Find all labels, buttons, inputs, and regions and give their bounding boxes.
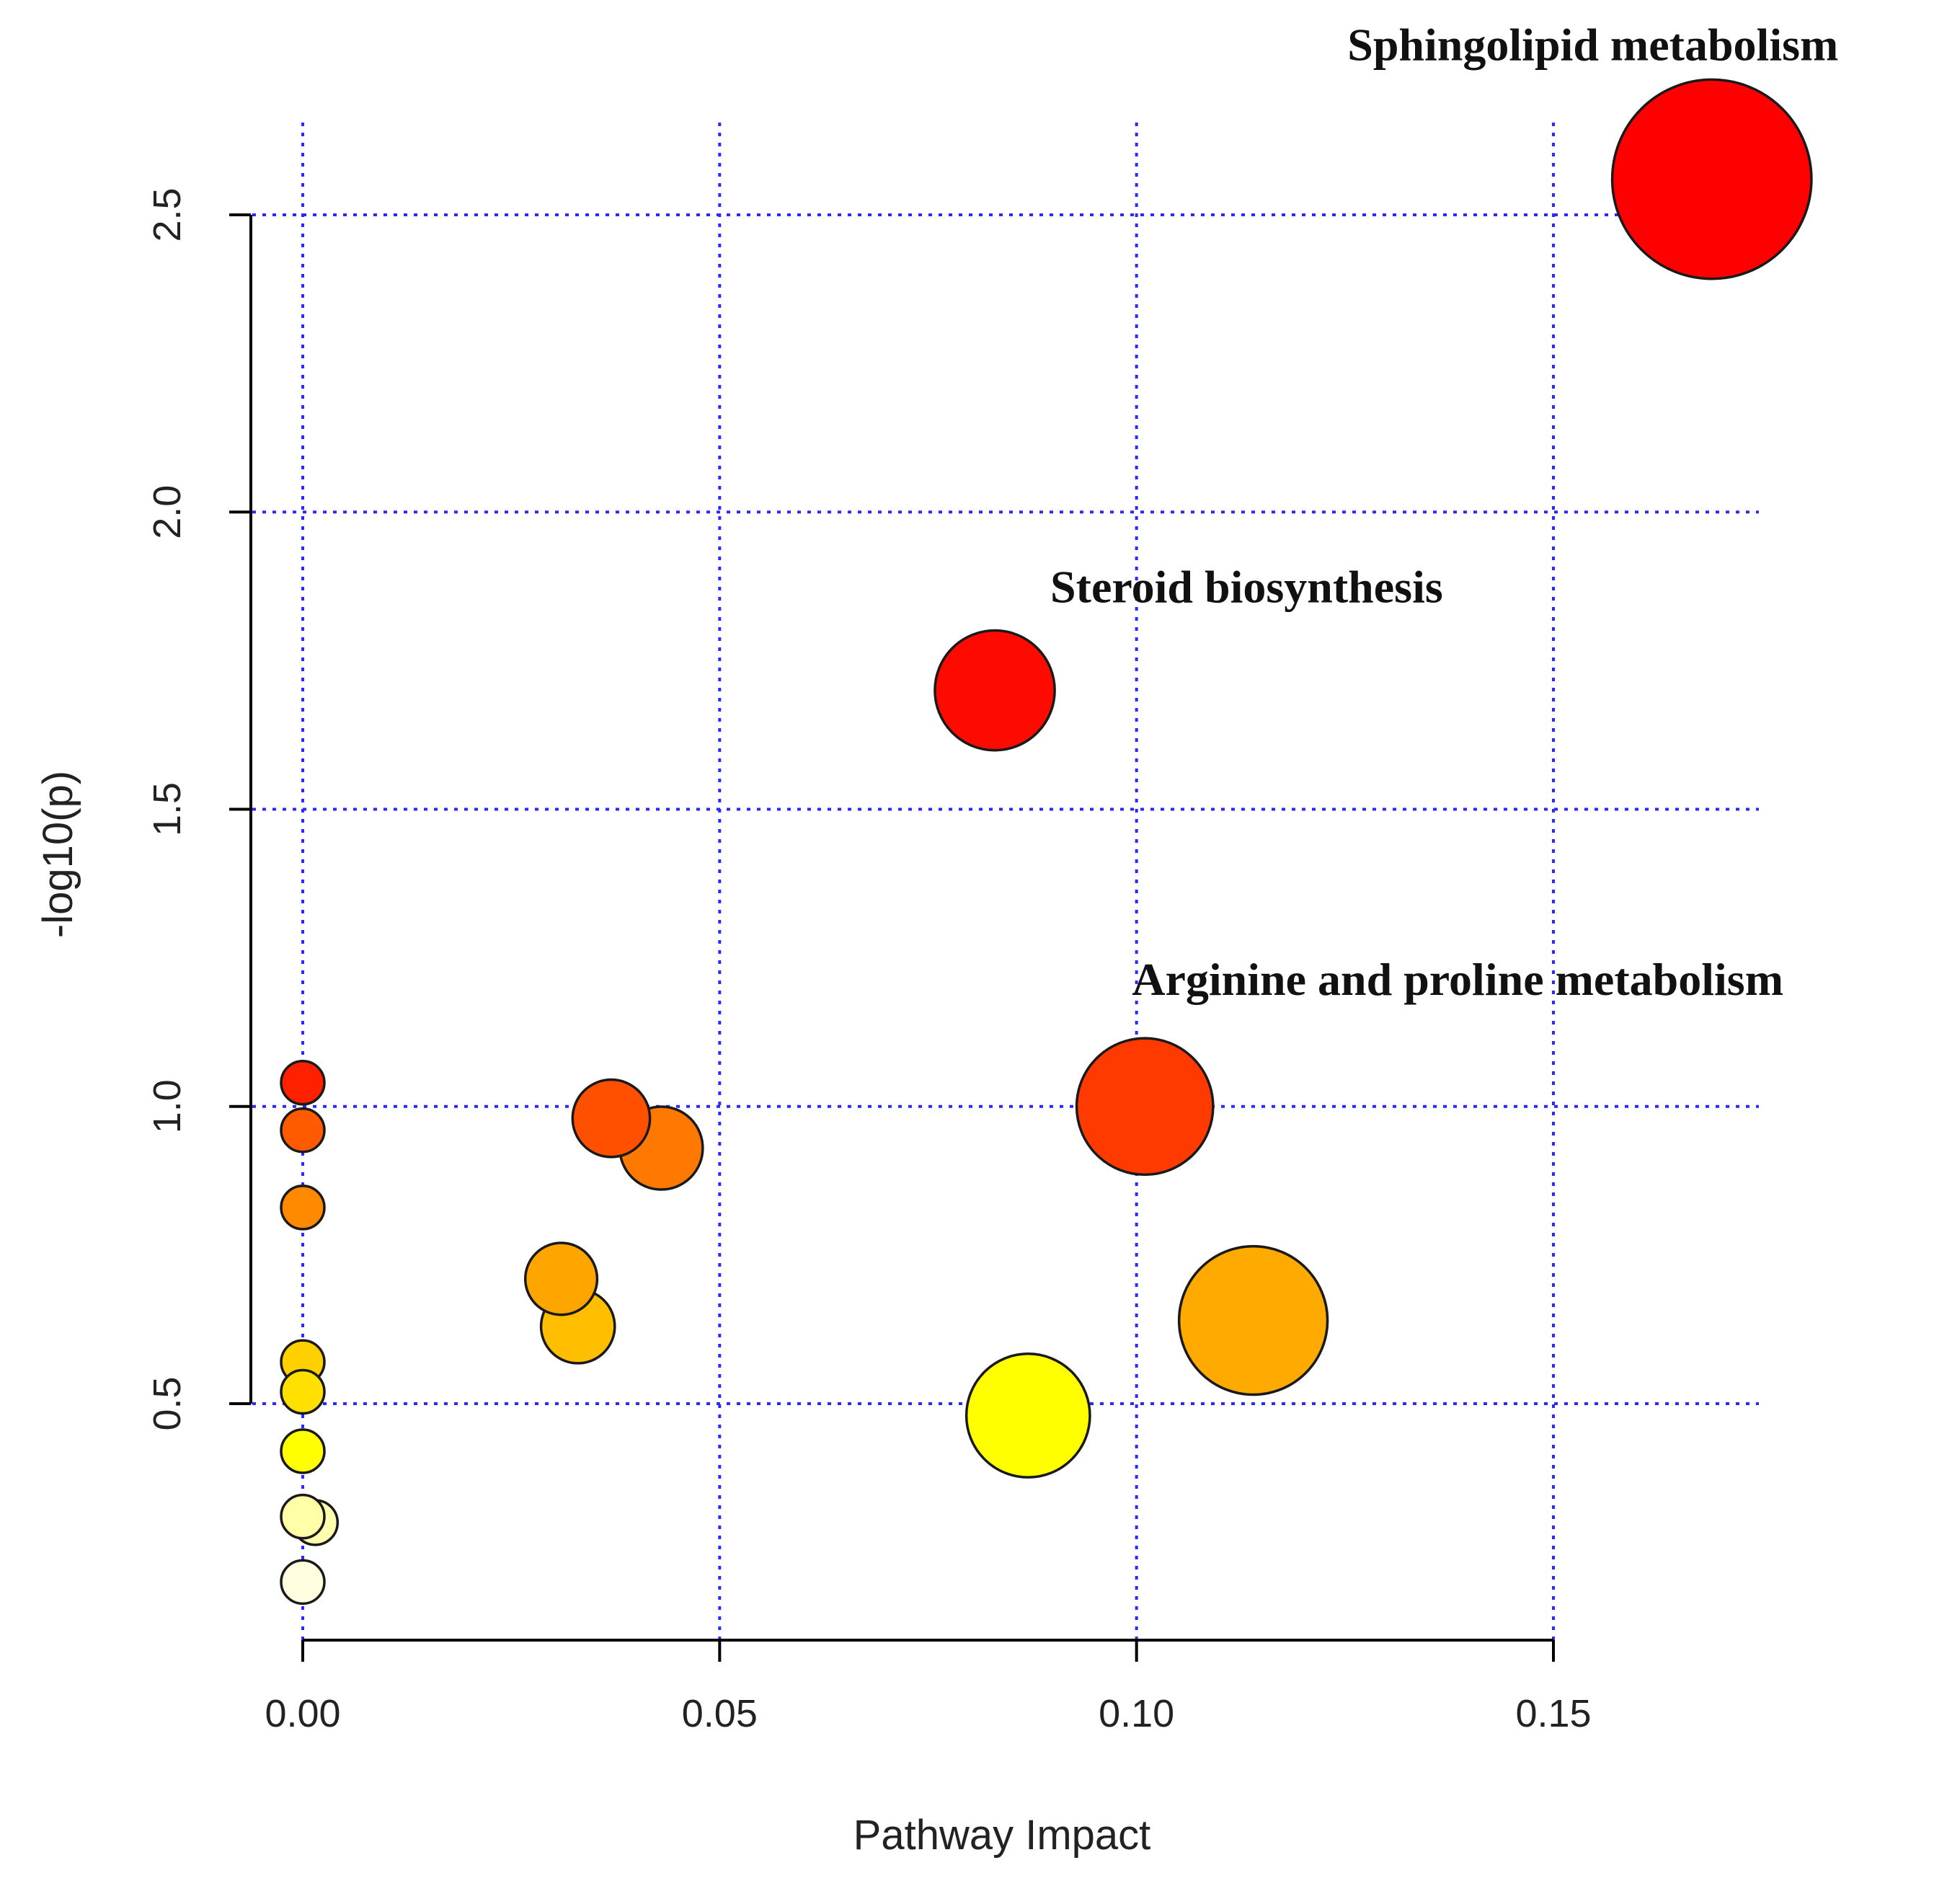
y-axis-title: -log10(p) (35, 771, 81, 938)
data-point (280, 1368, 326, 1415)
y-tick-label: 2.5 (146, 187, 189, 242)
data-label: Arginine and proline metabolism (1132, 954, 1783, 1005)
data-point (280, 1060, 326, 1106)
data-point (280, 1493, 326, 1540)
x-axis-title: Pathway Impact (853, 1812, 1151, 1859)
x-tick-label: 0.15 (1515, 1692, 1591, 1735)
x-tick-label: 0.00 (265, 1692, 340, 1735)
data-point (571, 1078, 652, 1159)
y-tick-label: 1.5 (146, 782, 189, 836)
data-point (964, 1352, 1091, 1479)
y-tick-label: 2.0 (146, 485, 189, 539)
data-point (280, 1107, 326, 1154)
data-labels: Sphingolipid metabolism Steroid biosynthe… (1050, 19, 1838, 1005)
point-steroid-biosynthesis (933, 629, 1056, 752)
x-tick-label: 0.05 (682, 1692, 758, 1735)
data-label: Steroid biosynthesis (1050, 562, 1443, 613)
point-sphingolipid-metabolism (1610, 78, 1813, 280)
data-point (523, 1241, 599, 1316)
point-arginine-and-proline-metabolism (1075, 1037, 1215, 1177)
data-points (280, 78, 1813, 1606)
data-label: Sphingolipid metabolism (1347, 19, 1838, 71)
y-tick-label: 1.0 (146, 1079, 189, 1133)
y-tick-label: 0.5 (146, 1376, 189, 1430)
data-point (1177, 1244, 1329, 1396)
axes: 0.00 0.05 0.10 0.15 0.5 1.0 1.5 2.0 2.5 (146, 187, 1592, 1735)
data-point (280, 1559, 326, 1606)
data-point (280, 1428, 326, 1474)
x-tick-label: 0.10 (1099, 1692, 1174, 1735)
data-point (280, 1185, 326, 1231)
